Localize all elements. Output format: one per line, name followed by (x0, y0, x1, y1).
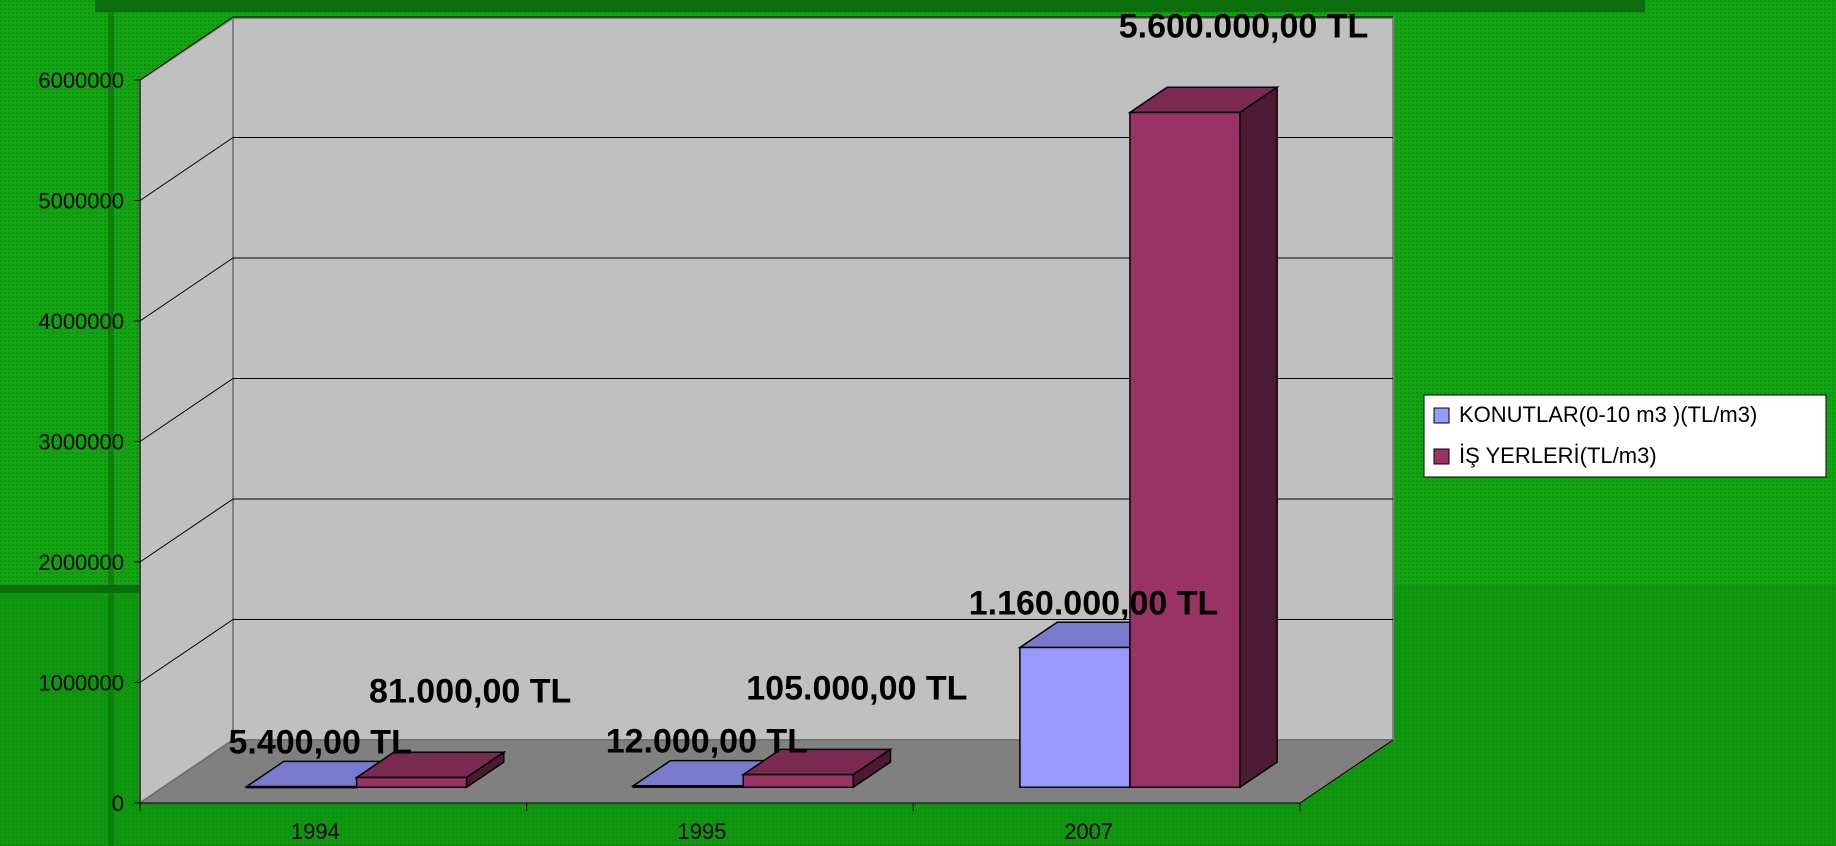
side-gridline (139, 619, 234, 683)
x-tick-label: 1994 (291, 819, 340, 844)
data-label: 12.000,00 TL (606, 723, 808, 761)
left-rule (108, 0, 114, 846)
legend-label: İŞ YERLERİ(TL/m3) (1459, 443, 1657, 468)
y-tick-label: 3000000 (38, 430, 124, 455)
side-gridline (139, 257, 234, 322)
top-band (95, 0, 1645, 12)
data-label: 105.000,00 TL (746, 669, 967, 707)
x-axis-depth-line (1299, 739, 1394, 804)
bar-front (245, 785, 358, 789)
bar-front (355, 776, 468, 789)
bar-2007-1 (1127, 85, 1280, 789)
y-tick-label: 2000000 (38, 550, 124, 575)
side-gridline (139, 498, 234, 563)
bar-front (1019, 646, 1131, 788)
side-gridline (139, 16, 234, 81)
data-label: 81.000,00 TL (369, 672, 571, 710)
legend-label: KONUTLAR(0-10 m3 )(TL/m3) (1459, 402, 1757, 427)
bar-side (1239, 85, 1278, 789)
y-tick-label: 6000000 (38, 68, 124, 93)
y-tick-label: 1000000 (38, 671, 124, 696)
legend-box (1423, 394, 1827, 478)
side-gridline (139, 378, 234, 442)
data-label: 5.400,00 TL (229, 723, 412, 761)
y-tick-label: 4000000 (38, 309, 124, 334)
data-label: 1.160.000,00 TL (969, 584, 1219, 622)
data-label: 5.600.000,00 TL (1119, 7, 1369, 45)
x-tick-label: 1995 (678, 819, 727, 844)
axis-ticks: 0 1000000 2000000 3000000 4000000 5000000 6000… (38, 68, 1394, 844)
legend-swatch (1433, 407, 1450, 424)
x-tick-label: 2007 (1064, 819, 1113, 844)
left-band (0, 585, 140, 593)
bar-front (1129, 111, 1241, 788)
side-gridline (139, 137, 234, 201)
bar-front (742, 773, 854, 788)
legend: KONUTLAR(0-10 m3 )(TL/m3) İŞ YERLERİ(TL/m… (1423, 394, 1827, 478)
y-tick-label: 5000000 (38, 189, 124, 214)
bar-1994-1 (354, 750, 507, 789)
bar-1995-1 (740, 747, 893, 789)
y-tick-label: 0 (112, 791, 124, 816)
bar-front (632, 785, 744, 789)
data-labels: 5.400,00 TL 81.000,00 TL 12.000,00 TL 105.0… (229, 7, 1369, 761)
legend-swatch (1433, 448, 1450, 465)
bars (244, 85, 1280, 789)
